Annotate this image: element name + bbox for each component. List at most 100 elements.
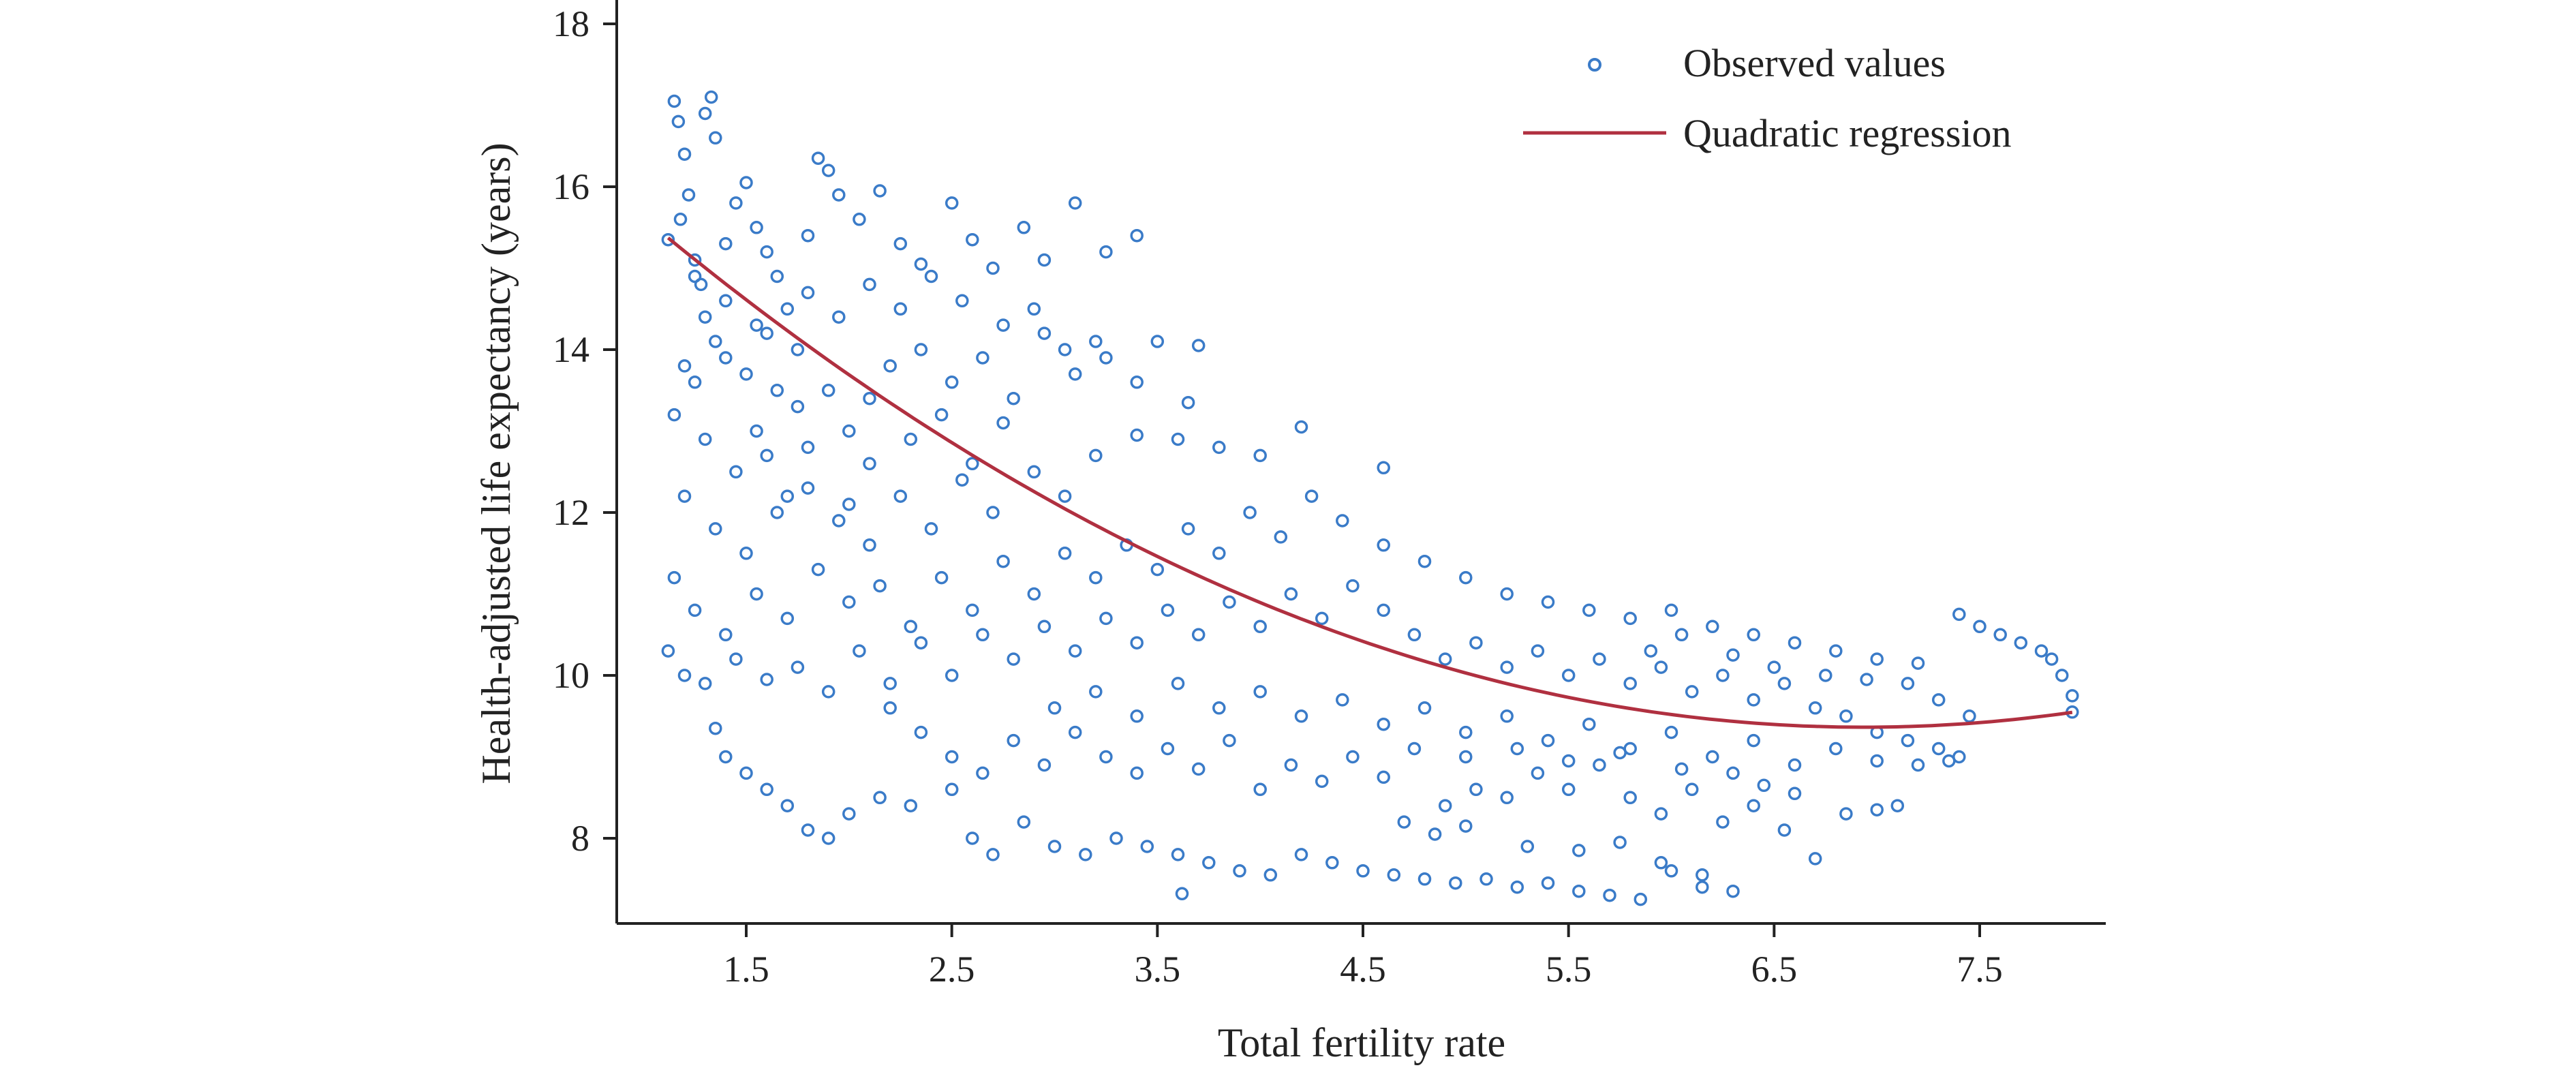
- x-tick-label: 7.5: [1957, 949, 2003, 990]
- data-point: [976, 351, 990, 365]
- data-point: [1243, 506, 1257, 519]
- data-point: [1931, 693, 1946, 707]
- data-point: [1037, 758, 1052, 772]
- data-point: [1623, 611, 1637, 626]
- data-point: [1438, 799, 1452, 812]
- data-point: [1099, 611, 1113, 626]
- data-point: [821, 164, 835, 177]
- data-point: [1068, 196, 1082, 210]
- data-point: [1572, 844, 1586, 857]
- data-point: [1531, 766, 1545, 780]
- data-point: [760, 782, 773, 797]
- data-point: [750, 221, 763, 234]
- data-point: [1654, 660, 1668, 674]
- data-point: [1459, 725, 1473, 739]
- data-point: [1377, 538, 1390, 552]
- x-axis-title: Total fertility rate: [1218, 1020, 1505, 1065]
- data-point: [780, 799, 795, 812]
- data-point: [1212, 547, 1226, 560]
- data-point: [1808, 701, 1822, 715]
- data-point: [1007, 391, 1020, 406]
- data-point: [934, 570, 949, 585]
- data-point: [1037, 620, 1052, 634]
- data-point: [811, 151, 825, 165]
- data-point: [1829, 742, 1843, 756]
- data-point: [863, 457, 876, 471]
- data-point: [801, 823, 815, 837]
- data-point: [1130, 709, 1144, 723]
- data-point: [1963, 709, 1976, 723]
- data-point: [945, 376, 959, 389]
- data-point: [1685, 782, 1699, 797]
- data-point: [1037, 326, 1052, 340]
- data-point: [1911, 758, 1925, 772]
- data-point: [2034, 644, 2049, 658]
- data-point: [2014, 636, 2028, 649]
- x-tick-label: 3.5: [1135, 949, 1181, 990]
- data-point: [719, 351, 733, 365]
- x-tick-label: 4.5: [1340, 949, 1386, 990]
- data-point: [770, 506, 784, 519]
- data-point: [966, 232, 979, 247]
- data-point: [801, 440, 815, 455]
- data-point: [1593, 652, 1606, 666]
- data-point: [873, 791, 887, 805]
- data-point: [1027, 587, 1041, 601]
- data-point: [1747, 628, 1760, 642]
- data-point: [1058, 489, 1072, 503]
- data-point: [1140, 840, 1154, 853]
- data-point: [1449, 876, 1462, 890]
- data-point: [1089, 685, 1103, 699]
- data-point: [1315, 774, 1329, 789]
- x-ticks: 1.5 2.5 3.5 4.5 5.5 6.5 7.5: [723, 923, 2003, 990]
- data-point: [698, 432, 712, 446]
- data-point: [1459, 570, 1473, 585]
- data-point: [1438, 652, 1452, 666]
- data-point: [996, 554, 1010, 568]
- data-point: [1130, 636, 1144, 649]
- data-point: [1253, 782, 1267, 797]
- data-point: [1417, 872, 1432, 886]
- data-point: [1304, 489, 1319, 503]
- data-point: [1428, 827, 1442, 841]
- data-point: [739, 766, 753, 780]
- data-point: [883, 701, 897, 715]
- data-point: [1788, 636, 1802, 649]
- data-point: [1520, 840, 1535, 853]
- data-point: [1191, 762, 1206, 776]
- data-point: [1500, 660, 1514, 674]
- data-point: [821, 685, 835, 699]
- data-point: [914, 257, 928, 271]
- data-point: [760, 245, 773, 259]
- data-point: [1253, 448, 1267, 463]
- data-point: [1510, 880, 1524, 894]
- data-point: [661, 644, 675, 658]
- data-point: [1089, 570, 1103, 585]
- data-point: [1079, 848, 1092, 861]
- data-point: [945, 750, 959, 764]
- data-point: [661, 232, 675, 247]
- data-point: [791, 399, 805, 414]
- data-point: [1819, 669, 1833, 682]
- data-point: [2055, 669, 2069, 682]
- data-point: [1387, 868, 1401, 882]
- data-point: [667, 408, 681, 422]
- data-point: [1037, 253, 1052, 267]
- data-point: [996, 416, 1010, 430]
- data-point: [801, 228, 815, 243]
- data-point: [801, 286, 815, 300]
- data-point: [966, 831, 979, 845]
- data-point: [750, 318, 763, 332]
- data-point: [1696, 880, 1709, 894]
- data-point: [1407, 742, 1422, 756]
- data-point: [760, 673, 773, 686]
- data-point: [1150, 335, 1165, 348]
- data-point: [1603, 888, 1616, 902]
- data-point: [1099, 750, 1113, 764]
- data-point: [1284, 587, 1298, 601]
- data-point: [1027, 302, 1041, 316]
- data-point: [780, 611, 795, 626]
- data-point: [1839, 807, 1853, 821]
- data-point: [2066, 689, 2079, 703]
- data-point: [760, 448, 773, 463]
